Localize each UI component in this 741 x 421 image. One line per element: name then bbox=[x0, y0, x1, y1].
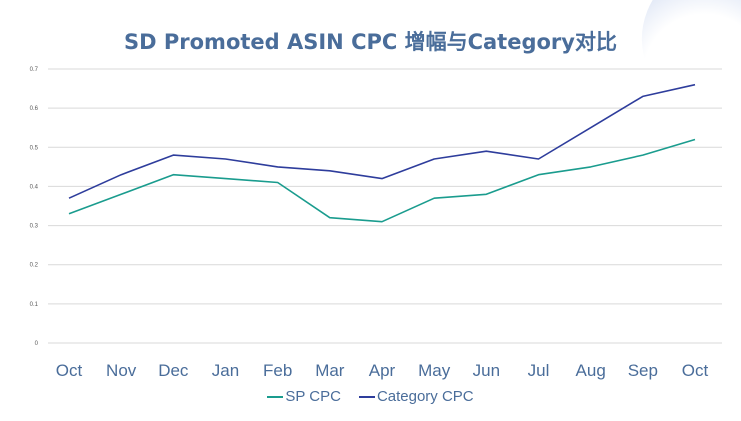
series-line-sp-cpc bbox=[68, 138, 696, 223]
y-tick-label: 0 bbox=[35, 341, 39, 347]
x-tick-label: Feb bbox=[263, 361, 292, 380]
x-tick-label: Oct bbox=[682, 361, 709, 380]
legend-swatch-category-cpc bbox=[358, 395, 375, 398]
y-tick-label: 0.5 bbox=[30, 145, 39, 151]
y-tick-label: 0.2 bbox=[30, 263, 39, 269]
x-tick-label: Apr bbox=[369, 361, 396, 380]
y-tick-label: 0.4 bbox=[30, 184, 39, 190]
y-tick-label: 0.3 bbox=[30, 224, 39, 230]
y-tick-label: 0.1 bbox=[30, 302, 39, 308]
x-tick-label: Nov bbox=[106, 361, 137, 380]
series-line-category-cpc bbox=[68, 83, 696, 199]
x-tick-label: Jan bbox=[212, 361, 239, 380]
x-tick-label: Dec bbox=[158, 361, 189, 380]
legend-swatch-sp-cpc bbox=[267, 395, 284, 398]
x-tick-label: Oct bbox=[56, 361, 83, 380]
legend-label-category-cpc: Category CPC bbox=[376, 388, 474, 405]
legend-item-category-cpc: Category CPC bbox=[358, 388, 474, 405]
x-tick-label: May bbox=[418, 361, 451, 380]
legend-label-sp-cpc: SP CPC bbox=[285, 388, 341, 405]
y-tick-label: 0.6 bbox=[30, 106, 39, 112]
x-tick-label: Jun bbox=[473, 361, 500, 380]
x-tick-label: Aug bbox=[576, 361, 606, 380]
chart-title: SD Promoted ASIN CPC 增幅与Category对比 bbox=[124, 30, 617, 54]
x-tick-label: Mar bbox=[315, 361, 345, 380]
x-tick-label: Sep bbox=[628, 361, 658, 380]
legend: SP CPC Category CPC bbox=[0, 388, 741, 405]
y-tick-label: 0.7 bbox=[30, 67, 39, 73]
legend-item-sp-cpc: SP CPC bbox=[267, 388, 341, 405]
x-tick-label: Jul bbox=[528, 361, 550, 380]
